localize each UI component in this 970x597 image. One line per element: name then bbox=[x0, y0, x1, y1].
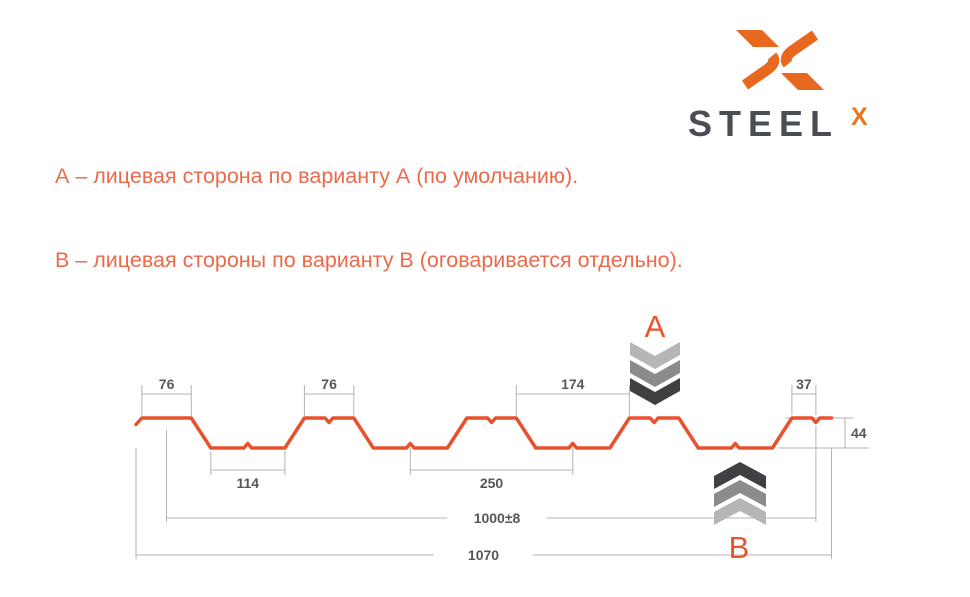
brand-name: STEEL bbox=[688, 103, 840, 144]
profile-drawing: 76 76 174 37 114 250 1000±8 1070 44 А В bbox=[134, 309, 869, 565]
marker-b-label: В bbox=[729, 530, 750, 565]
brand-sup-x: X bbox=[851, 103, 868, 131]
logo-mark-icon bbox=[736, 30, 824, 90]
dim-label-114: 114 bbox=[237, 475, 260, 491]
profile-outline bbox=[134, 416, 834, 450]
note-variant-b: В – лицевая стороны по варианту В (огова… bbox=[55, 248, 683, 272]
dim-label-1000: 1000±8 bbox=[474, 510, 521, 526]
dim-label-250: 250 bbox=[480, 475, 504, 491]
dim-label-76-1: 76 bbox=[159, 376, 175, 392]
dim-label-37: 37 bbox=[796, 376, 812, 392]
logo-mark-top-left bbox=[736, 30, 779, 47]
note-variant-a: А – лицевая сторона по варианту А (по ум… bbox=[55, 164, 579, 188]
marker-a-label: А bbox=[645, 309, 666, 344]
dimension-lines bbox=[135, 385, 869, 559]
arrow-a-icon bbox=[630, 342, 680, 405]
logo-mark-upper-s bbox=[780, 30, 819, 68]
dim-label-44: 44 bbox=[851, 425, 867, 441]
dim-label-174: 174 bbox=[561, 376, 585, 392]
logo-mark-lower-s bbox=[741, 52, 780, 90]
dimension-labels: 76 76 174 37 114 250 1000±8 1070 44 bbox=[159, 376, 867, 563]
brand: STEEL X bbox=[688, 103, 868, 144]
logo-mark-bottom-right bbox=[781, 73, 824, 90]
dim-label-1070: 1070 bbox=[468, 547, 499, 563]
arrow-b-icon bbox=[714, 462, 766, 525]
dim-label-76-2: 76 bbox=[321, 376, 337, 392]
